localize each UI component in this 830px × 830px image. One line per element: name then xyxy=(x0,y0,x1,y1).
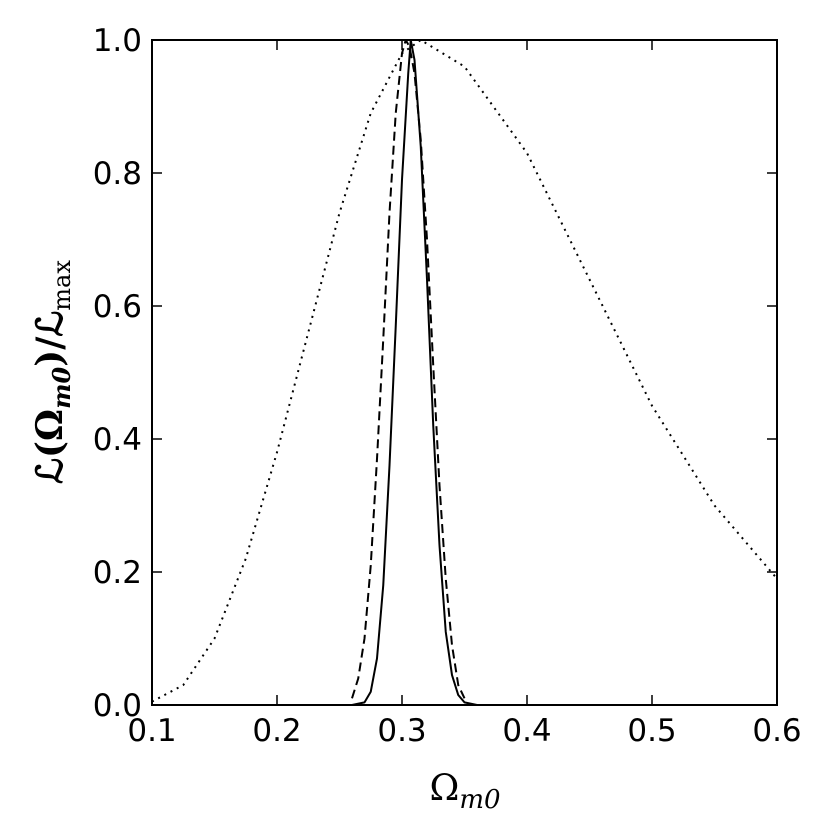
series-line-solid xyxy=(152,39,777,706)
y-axis-title-mid: )/ℒ xyxy=(29,311,71,367)
x-tick-label: 0.1 xyxy=(127,713,176,749)
series-line-dotted xyxy=(151,39,778,703)
svg-text:ℒ(Ωm0)/ℒmax: ℒ(Ωm0)/ℒmax xyxy=(29,260,76,484)
y-axis-title-sub2: max xyxy=(48,260,76,311)
x-axis-title: Ωm0 xyxy=(429,768,500,815)
y-tick-label: 0.6 xyxy=(93,289,142,325)
y-axis-title: ℒ(Ωm0)/ℒmax xyxy=(29,260,76,484)
x-tick-label: 0.2 xyxy=(252,713,301,749)
x-tick-label: 0.3 xyxy=(377,713,426,749)
y-tick-label: 0.0 xyxy=(93,688,142,724)
x-axis-title-base: Ω xyxy=(429,768,459,809)
x-tick-label: 0.6 xyxy=(752,713,801,749)
x-tick-label: 0.4 xyxy=(502,713,551,749)
x-tick-label: 0.5 xyxy=(627,713,676,749)
curves-layer xyxy=(151,39,778,706)
y-tick-label: 0.8 xyxy=(93,156,142,192)
y-tick-label: 0.4 xyxy=(93,422,142,458)
ticks-layer: 0.1 0.2 0.3 0.4 0.5 0.6 0.0 0.2 0.4 0.6 0.8 1.0 xyxy=(93,23,802,749)
svg-text:Ωm0: Ωm0 xyxy=(429,768,500,815)
y-tick-label: 1.0 xyxy=(93,23,142,59)
y-tick-label: 0.2 xyxy=(93,555,142,591)
y-axis-title-sub1: m0 xyxy=(47,367,76,409)
series-line-dashed xyxy=(351,39,466,699)
plot-frame xyxy=(151,39,778,706)
x-axis-title-sub: m0 xyxy=(459,785,500,815)
y-axis-title-main: ℒ(Ω xyxy=(29,409,71,484)
